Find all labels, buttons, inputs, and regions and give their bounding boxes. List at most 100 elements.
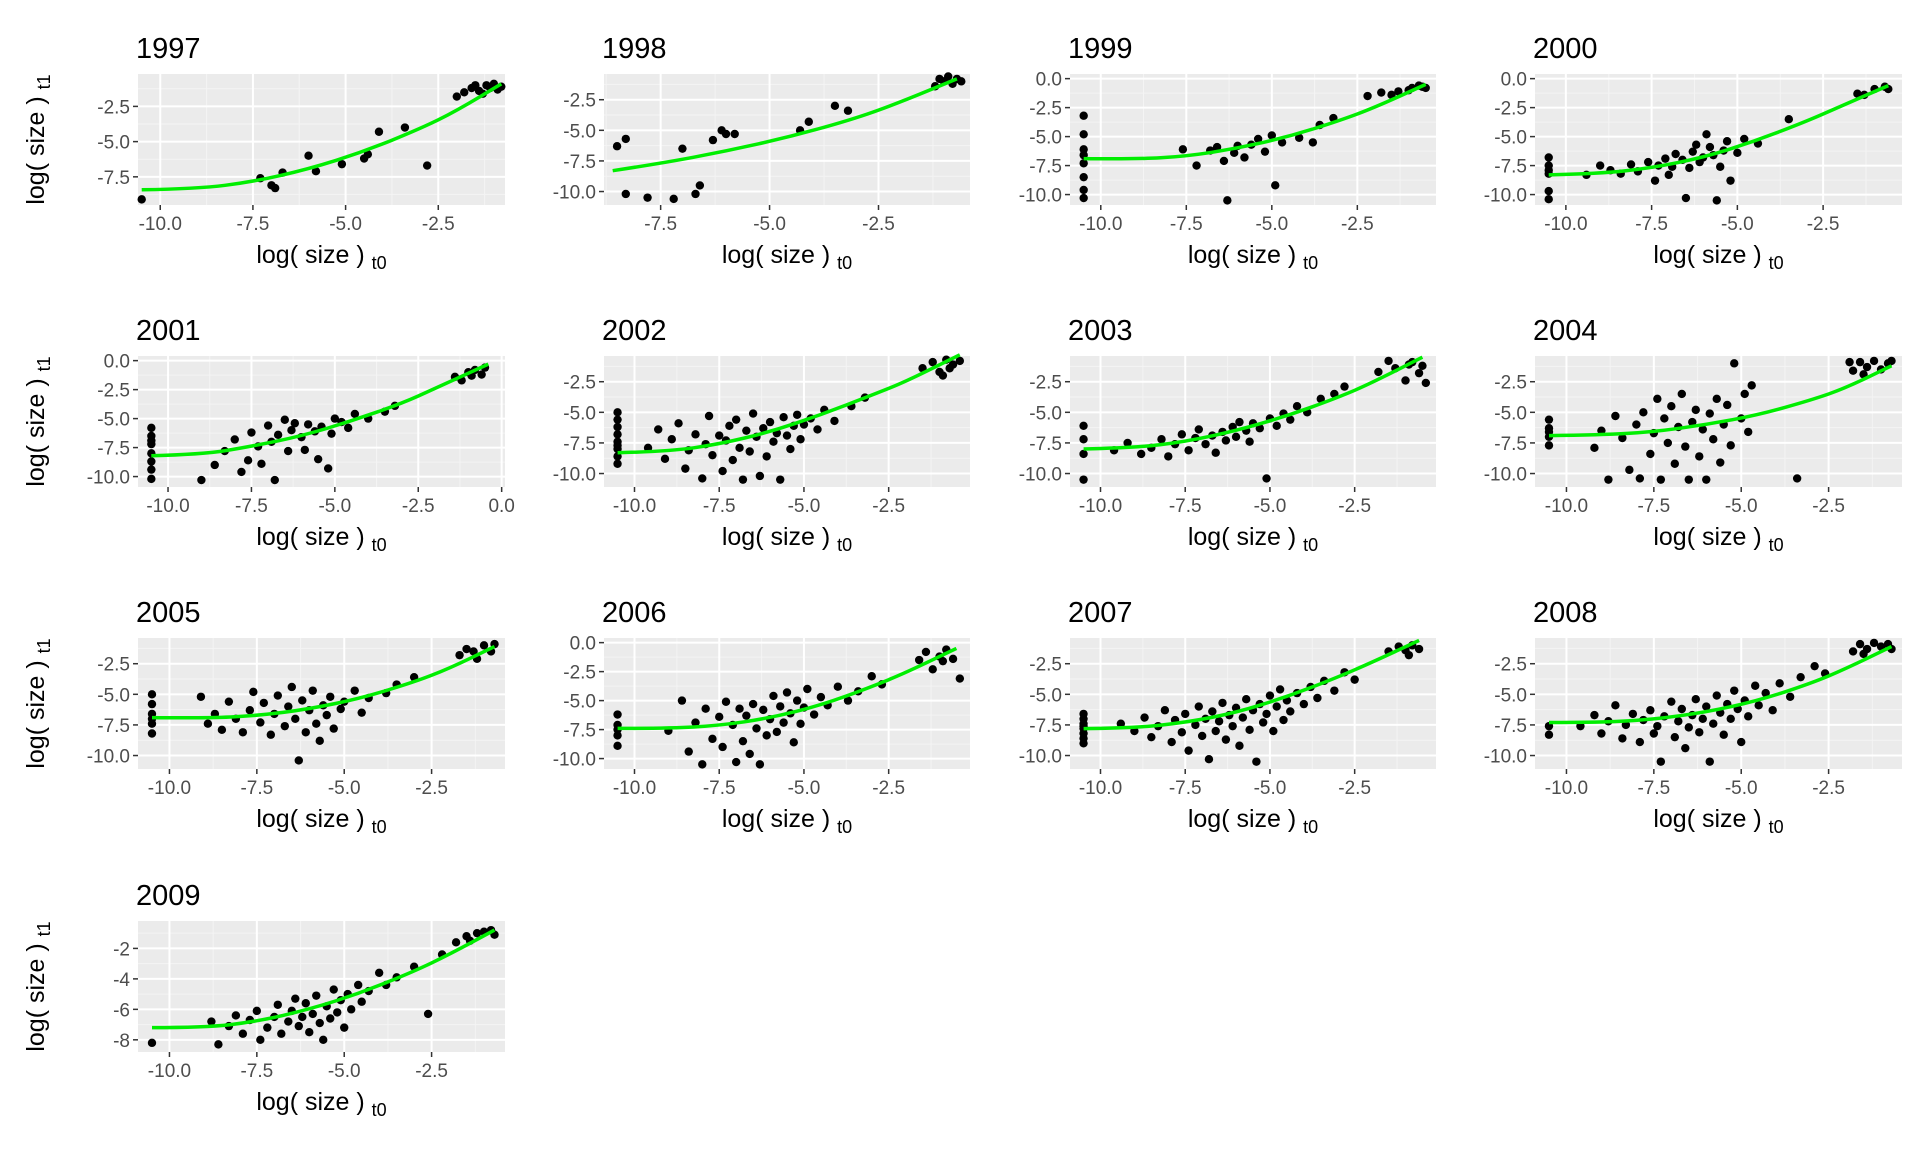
data-point <box>782 431 792 440</box>
data-point <box>1079 193 1088 203</box>
x-tick-label: -10.0 <box>1544 214 1587 235</box>
data-point <box>147 474 156 484</box>
data-point <box>330 414 340 423</box>
x-tick-label: -10.0 <box>1079 778 1122 799</box>
data-point <box>1716 162 1725 171</box>
data-point <box>147 457 156 466</box>
data-point <box>1235 741 1244 750</box>
data-point <box>769 437 778 446</box>
data-point <box>1404 650 1414 660</box>
data-point <box>1618 734 1627 743</box>
data-point <box>273 1000 283 1009</box>
data-point <box>803 684 812 694</box>
data-point <box>1167 737 1176 747</box>
data-point <box>1262 474 1271 483</box>
data-point <box>1681 442 1690 451</box>
y-tick-label: -4 <box>113 970 130 991</box>
panel-background <box>604 638 970 769</box>
x-tick-label: -5.0 <box>753 214 786 235</box>
data-point <box>1079 159 1088 168</box>
data-point <box>1862 362 1872 372</box>
data-point <box>809 710 819 719</box>
data-point <box>243 456 253 465</box>
panel-title: 2000 <box>1533 33 1598 65</box>
data-point <box>1869 638 1879 648</box>
data-point <box>1211 448 1220 457</box>
x-tick-label: -5.0 <box>328 1061 361 1082</box>
panel-1998: -7.5 -5.0 -2.5 -10.0 -7.5 -5.0 -2.5 1998 log( si… <box>553 33 970 273</box>
data-point <box>1626 160 1636 169</box>
y-axis-title: log( size ) t1 <box>22 638 54 768</box>
data-point <box>1705 142 1715 152</box>
data-point <box>1667 401 1676 411</box>
data-point <box>1197 731 1207 741</box>
data-point <box>1692 140 1701 149</box>
y-tick-label: -5.0 <box>97 133 130 154</box>
data-point <box>147 699 157 709</box>
x-tick-label: -7.5 <box>235 496 268 517</box>
x-tick-label: -7.5 <box>1637 778 1670 799</box>
data-point <box>1218 698 1227 708</box>
x-tick-label: -2.5 <box>1812 496 1845 517</box>
data-point <box>1363 91 1372 101</box>
data-point <box>731 415 741 424</box>
fit-line <box>1083 355 1424 451</box>
data-point <box>1299 699 1309 709</box>
data-point <box>1308 138 1318 147</box>
fit-line <box>617 646 958 731</box>
x-tick-label: -2.5 <box>402 496 435 517</box>
data-point <box>273 691 283 700</box>
data-point <box>305 1027 314 1037</box>
y-tick-label: -2.5 <box>563 663 596 684</box>
data-point <box>1681 193 1691 203</box>
y-tick-label: -2 <box>113 939 130 960</box>
data-point <box>1702 130 1711 139</box>
x-tick-label: 0.0 <box>488 496 514 517</box>
data-point <box>742 711 751 720</box>
data-point <box>1744 427 1753 437</box>
panel-background <box>138 74 505 205</box>
x-tick-label: -5.0 <box>328 778 361 799</box>
y-tick-label: -5.0 <box>1494 685 1527 706</box>
data-point <box>1590 443 1599 453</box>
data-point <box>1768 706 1777 715</box>
data-point <box>1845 357 1854 367</box>
y-tick-label: -10.0 <box>1484 465 1527 486</box>
data-point <box>779 718 788 727</box>
fit-line <box>1083 82 1427 161</box>
data-point <box>422 161 432 170</box>
y-axis-title: log( size ) t1 <box>22 356 54 486</box>
data-point <box>455 650 464 660</box>
data-point <box>1618 433 1627 443</box>
data-point <box>1242 695 1251 704</box>
data-point <box>291 994 300 1003</box>
data-point <box>196 692 206 701</box>
x-tick-label: -7.5 <box>1169 778 1202 799</box>
data-point <box>1544 730 1554 739</box>
x-tick-label: -10.0 <box>1545 778 1588 799</box>
x-tick-label: -10.0 <box>1545 496 1588 517</box>
data-point <box>1691 405 1700 415</box>
data-point <box>843 106 853 115</box>
y-tick-label: -10.0 <box>87 468 130 489</box>
data-point <box>830 101 840 111</box>
data-point <box>263 1023 272 1032</box>
data-point <box>1604 475 1613 484</box>
data-point <box>277 1029 286 1038</box>
data-point <box>1639 408 1648 417</box>
data-point <box>322 710 331 720</box>
x-tick-label: -7.5 <box>1170 214 1203 235</box>
x-axis-title: log( size ) t0 <box>1653 241 1783 273</box>
data-point <box>1238 713 1248 722</box>
data-point <box>1650 176 1660 185</box>
data-point <box>938 656 948 666</box>
data-point <box>256 718 265 727</box>
data-point <box>613 731 622 740</box>
data-point <box>303 420 313 429</box>
data-point <box>776 475 785 484</box>
data-point <box>708 135 718 145</box>
data-point <box>237 467 246 477</box>
data-point <box>245 706 255 715</box>
y-tick-label: 0.0 <box>1501 70 1527 91</box>
x-axis-title: log( size ) t0 <box>256 1088 386 1120</box>
